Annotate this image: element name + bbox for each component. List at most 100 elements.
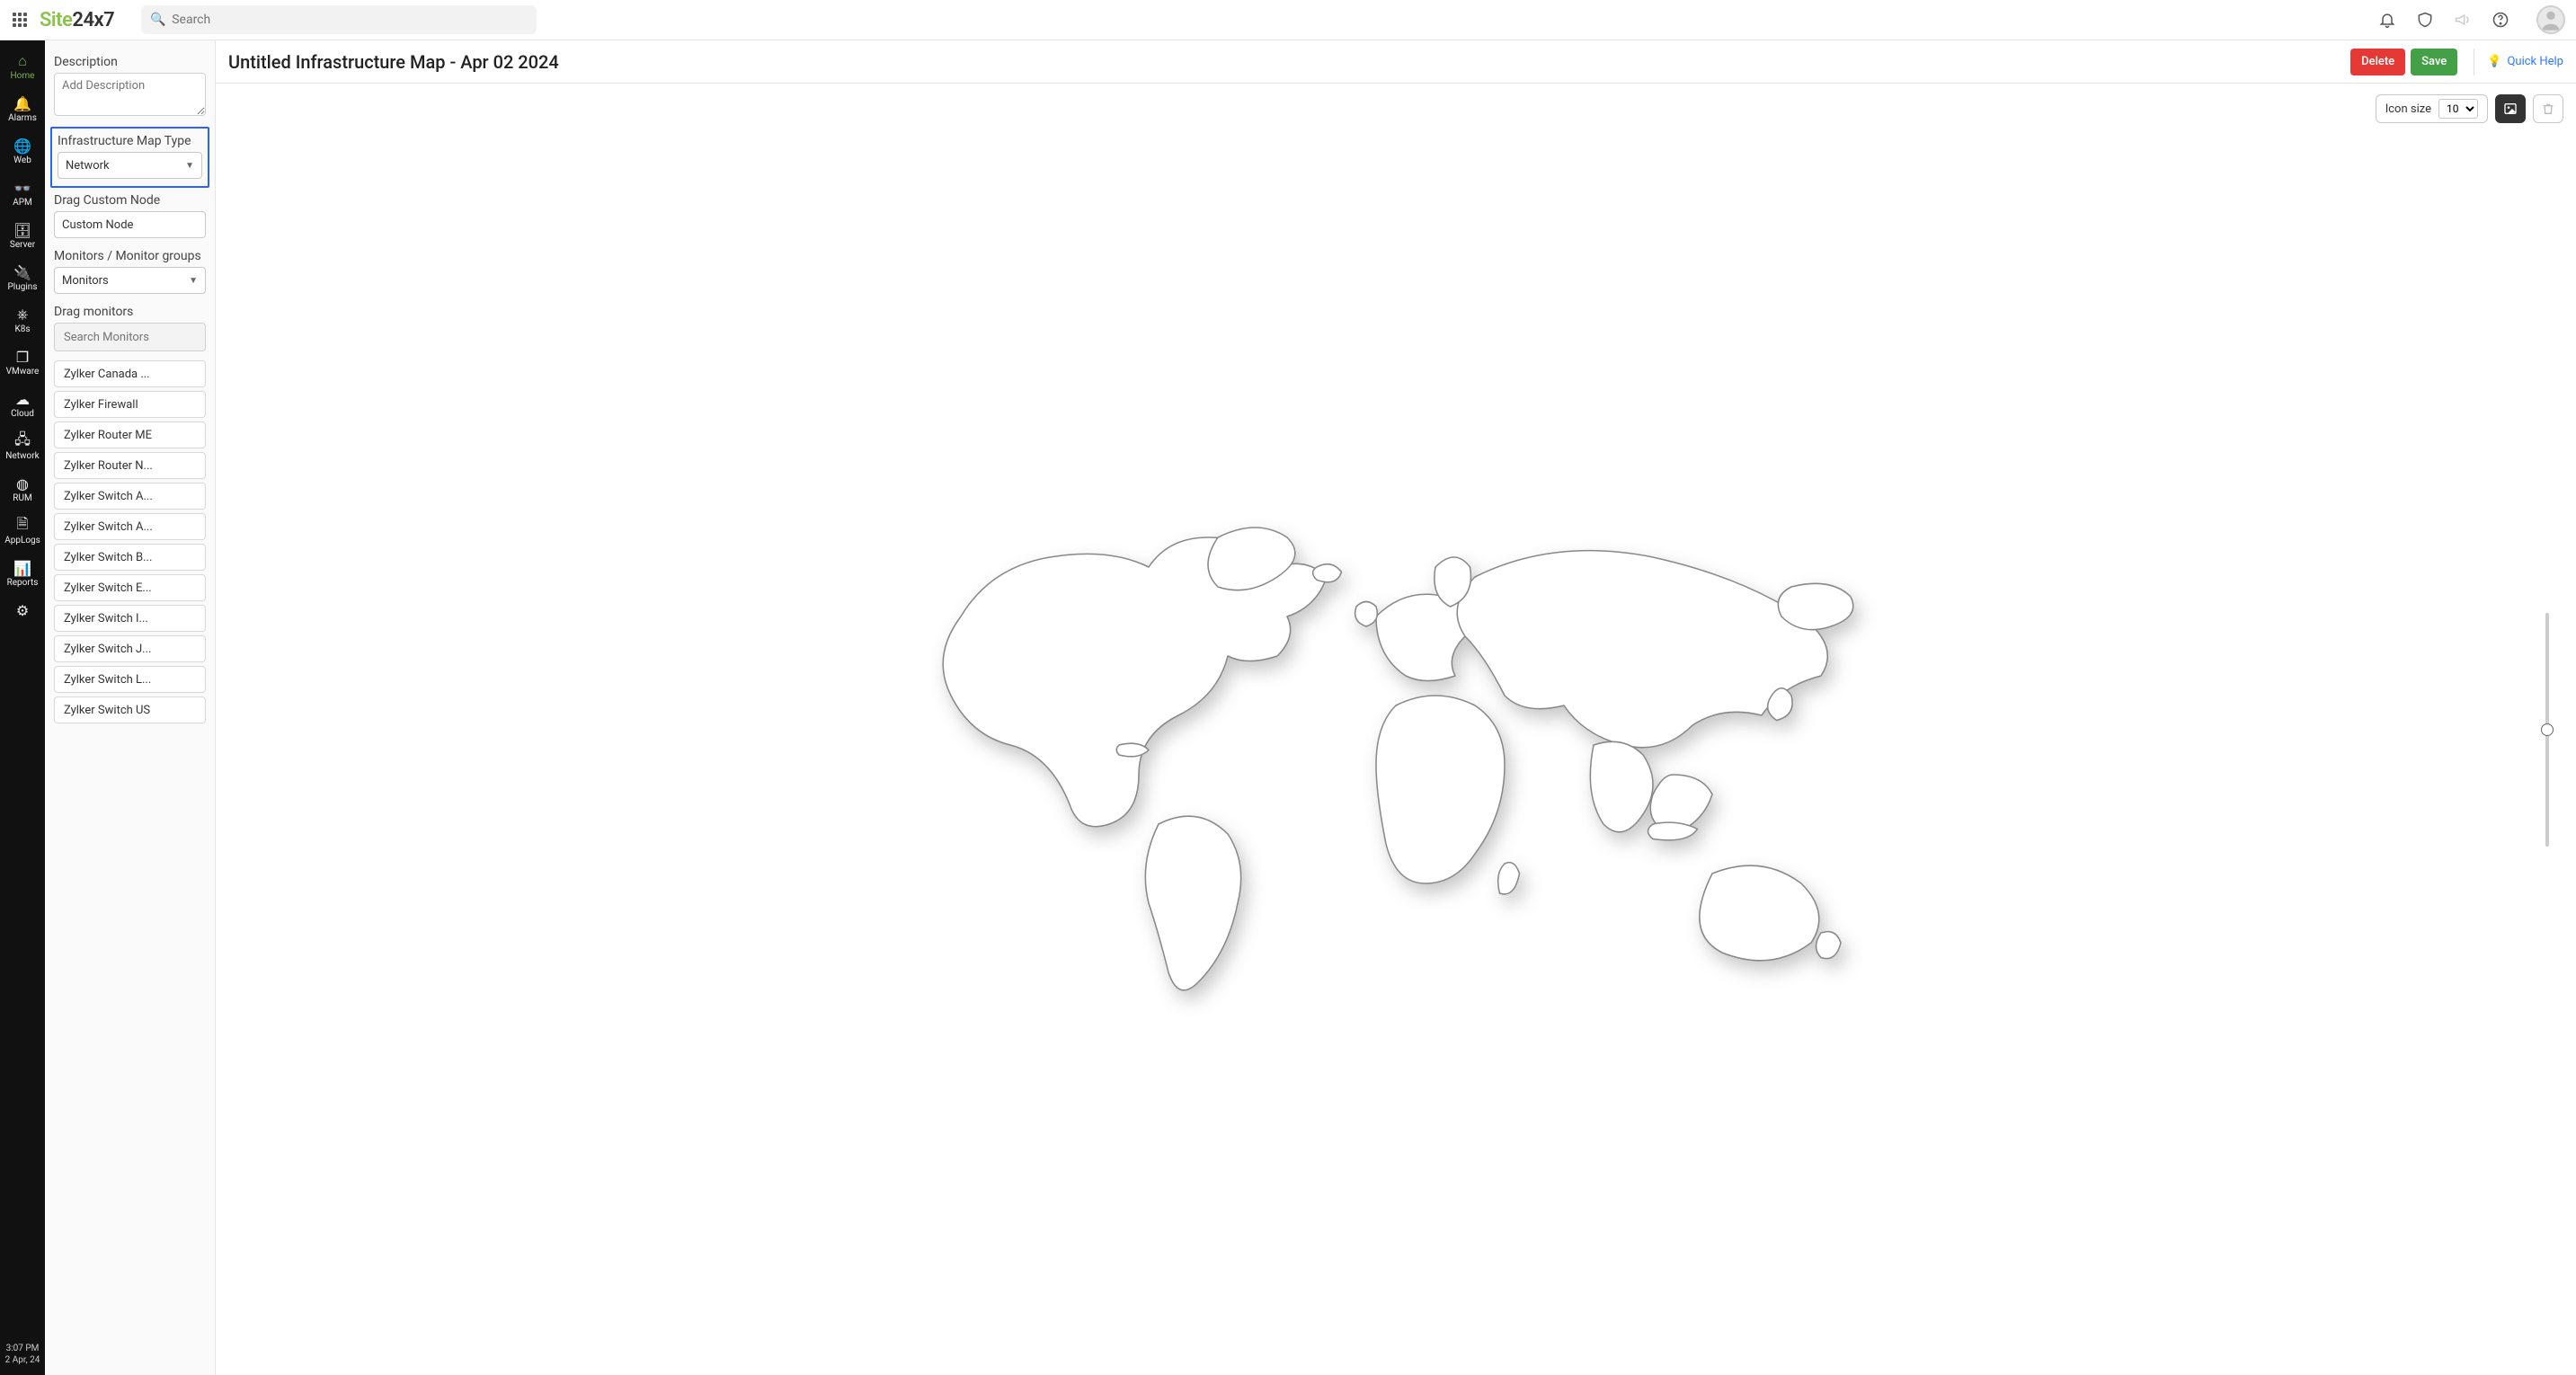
network-icon: 🖧 (14, 433, 31, 449)
delete-button[interactable]: Delete (2350, 49, 2405, 75)
nav-rail: ⌂Home🔔Alarms🌐Web👓APM🗄Server🔌Plugins⎈K8s❐… (0, 40, 45, 1375)
applogs-icon: 🗎 (17, 518, 29, 534)
alarms-icon: 🔔 (13, 95, 31, 111)
map-type-group: Infrastructure Map Type Network ▼ (50, 127, 209, 188)
chevron-down-icon: ▼ (189, 276, 198, 286)
monitor-item[interactable]: Zylker Switch US (54, 696, 206, 723)
shield-icon[interactable] (2416, 11, 2434, 29)
nav-item-label: Network (5, 452, 39, 461)
canvas-toolbar: Icon size 10 (2376, 94, 2563, 123)
monitor-item[interactable]: Zylker Router ME (54, 421, 206, 448)
map-canvas[interactable] (216, 84, 2576, 1375)
quick-help-link[interactable]: 💡 Quick Help (2474, 49, 2563, 75)
topbar-icons (2378, 5, 2565, 34)
apps-launcher-icon[interactable] (11, 11, 29, 29)
quick-help-label: Quick Help (2507, 55, 2563, 68)
nav-item-alarms[interactable]: 🔔 Alarms (0, 88, 45, 130)
description-input[interactable] (54, 73, 206, 116)
icon-size-control: Icon size 10 (2376, 94, 2488, 123)
drag-node-label: Drag Custom Node (54, 193, 206, 208)
announce-icon[interactable] (2454, 11, 2472, 29)
map-type-label: Infrastructure Map Type (58, 134, 202, 148)
web-icon: 🌐 (13, 138, 31, 154)
nav-item-settings[interactable]: ⚙ (0, 595, 45, 625)
nav-item-reports[interactable]: 📊 Reports (0, 553, 45, 595)
user-avatar[interactable] (2536, 5, 2565, 34)
nav-item-label: Alarms (8, 114, 37, 123)
config-sidebar: Description Infrastructure Map Type Netw… (45, 40, 216, 1375)
nav-item-label: Server (10, 241, 35, 250)
nav-item-rum[interactable]: ◍ RUM (0, 468, 45, 510)
custom-node-input[interactable] (54, 211, 206, 238)
nav-item-web[interactable]: 🌐 Web (0, 130, 45, 173)
search-monitors-input[interactable] (54, 323, 206, 351)
nav-item-k8s[interactable]: ⎈K8s (0, 299, 45, 342)
icon-size-label: Icon size (2385, 102, 2431, 116)
nav-time-text: 3:07 PM (5, 1343, 40, 1354)
nav-item-label: Reports (7, 579, 39, 588)
brand-part1: Site (40, 9, 72, 31)
settings-icon: ⚙ (16, 602, 29, 618)
monitor-item[interactable]: Zylker Firewall (54, 391, 206, 418)
global-search: 🔍 (141, 5, 537, 34)
zoom-knob[interactable] (2541, 723, 2554, 736)
monitor-item[interactable]: Zylker Router N... (54, 452, 206, 479)
monitors-group-label: Monitors / Monitor groups (54, 249, 206, 263)
monitor-item[interactable]: Zylker Switch E... (54, 574, 206, 601)
page-title: Untitled Infrastructure Map - Apr 02 202… (228, 51, 559, 73)
nav-item-label: RUM (13, 494, 31, 503)
monitor-item[interactable]: Zylker Switch B... (54, 544, 206, 571)
nav-item-label: VMware (6, 368, 40, 377)
icon-size-select[interactable]: 10 (2438, 99, 2478, 119)
zoom-slider[interactable] (2545, 613, 2549, 847)
nav-date-text: 2 Apr, 24 (5, 1354, 40, 1366)
k8s-icon: ⎈ (17, 306, 29, 323)
drag-monitors-label: Drag monitors (54, 305, 206, 319)
help-icon[interactable] (2492, 11, 2509, 29)
nav-item-label: Web (13, 156, 31, 165)
trash-button[interactable] (2533, 94, 2563, 123)
nav-item-vmware[interactable]: ❐ VMware (0, 342, 45, 384)
description-label: Description (54, 55, 206, 69)
search-icon: 🔍 (150, 13, 165, 27)
nav-item-network[interactable]: 🖧 Network (0, 426, 45, 468)
server-icon: 🗄 (13, 222, 31, 238)
nav-item-home[interactable]: ⌂Home (0, 46, 45, 88)
notifications-icon[interactable] (2378, 11, 2396, 29)
save-button[interactable]: Save (2411, 49, 2457, 75)
nav-item-applogs[interactable]: 🗎 AppLogs (0, 510, 45, 553)
nav-item-label: Home (11, 72, 35, 81)
monitor-item[interactable]: Zylker Switch L... (54, 666, 206, 693)
monitor-item[interactable]: Zylker Canada ... (54, 360, 206, 387)
monitors-list: Zylker Canada ... Zylker Firewall Zylker R… (54, 360, 206, 723)
nav-item-plugins[interactable]: 🔌 Plugins (0, 257, 45, 299)
main-area: Untitled Infrastructure Map - Apr 02 202… (216, 40, 2576, 1375)
main-header: Untitled Infrastructure Map - Apr 02 202… (216, 40, 2576, 84)
monitor-item[interactable]: Zylker Switch I... (54, 605, 206, 632)
nav-item-server[interactable]: 🗄 Server (0, 215, 45, 257)
nav-item-label: AppLogs (4, 537, 40, 546)
reports-icon: 📊 (13, 560, 31, 576)
vmware-icon: ❐ (16, 349, 29, 365)
image-tool-button[interactable] (2495, 94, 2526, 123)
monitors-group-select[interactable]: Monitors ▼ (54, 267, 206, 294)
lightbulb-icon: 💡 (2487, 55, 2501, 68)
map-type-value: Network (66, 159, 110, 173)
nav-item-cloud[interactable]: ☁ Cloud (0, 384, 45, 426)
map-type-select[interactable]: Network ▼ (58, 152, 202, 179)
nav-item-label: Plugins (8, 283, 38, 292)
nav-item-label: APM (13, 199, 32, 208)
brand-logo[interactable]: Site24x7 (40, 9, 114, 31)
monitors-group-value: Monitors (62, 274, 109, 288)
world-map-icon (902, 498, 1890, 1012)
nav-item-label: Cloud (11, 410, 34, 419)
monitor-item[interactable]: Zylker Switch A... (54, 483, 206, 510)
topbar: Site24x7 🔍 (0, 0, 2576, 40)
nav-item-apm[interactable]: 👓APM (0, 173, 45, 215)
monitor-item[interactable]: Zylker Switch A... (54, 513, 206, 540)
cloud-icon: ☁ (15, 391, 30, 407)
rum-icon: ◍ (16, 475, 29, 492)
plugins-icon: 🔌 (13, 264, 31, 280)
monitor-item[interactable]: Zylker Switch J... (54, 635, 206, 662)
search-input[interactable] (141, 5, 537, 34)
